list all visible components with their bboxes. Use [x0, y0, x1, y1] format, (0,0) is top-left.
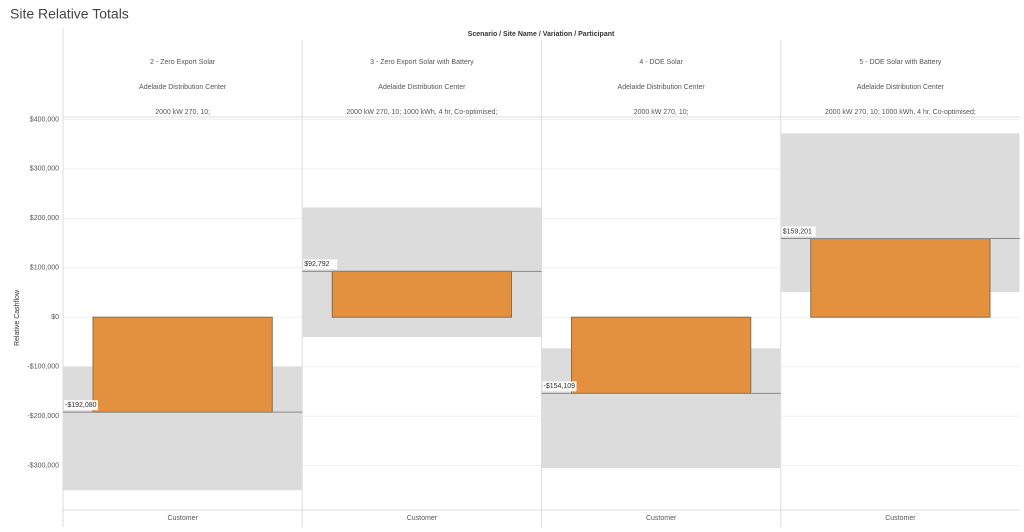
- chart-title: Site Relative Totals: [10, 6, 129, 22]
- variation-label: 2000 kW 270, 10; 1000 kWh, 4 hr, Co-opti…: [825, 109, 976, 116]
- variation-label: 2000 kW 270, 10;: [155, 109, 210, 116]
- value-label-box: [303, 259, 338, 270]
- scenario-label: 2 - Zero Export Solar: [150, 59, 216, 66]
- x-label: Customer: [167, 515, 198, 522]
- y-tick-label: -$200,000: [27, 413, 59, 420]
- scenario-label: 4 - DOE Solar: [639, 59, 683, 66]
- variation-label: 2000 kW 270, 10; 1000 kWh, 4 hr, Co-opti…: [346, 109, 497, 116]
- bar: [810, 238, 991, 318]
- bar: [92, 316, 273, 413]
- value-label-box: [542, 381, 577, 392]
- y-tick-label: $100,000: [30, 265, 59, 272]
- value-label: -$154,109: [544, 383, 576, 390]
- x-label: Customer: [407, 515, 438, 522]
- variation-label: 2000 kW 270, 10;: [634, 109, 689, 116]
- scenario-label: 3 - Zero Export Solar with Battery: [370, 59, 474, 66]
- value-label: -$192,080: [65, 402, 97, 409]
- site-label: Adelaide Distribution Center: [618, 84, 706, 91]
- scenario-label: 5 - DOE Solar with Battery: [859, 59, 942, 66]
- value-label-box: [781, 226, 816, 237]
- bar: [331, 270, 512, 318]
- value-label: $92,792: [304, 261, 329, 268]
- y-tick-label: $0: [51, 314, 59, 321]
- y-tick-label: -$100,000: [27, 363, 59, 370]
- header-title: Scenario / Site Name / Variation / Parti…: [468, 31, 615, 38]
- y-tick-label: $200,000: [30, 215, 59, 222]
- bar: [571, 316, 752, 394]
- value-label: $159,201: [783, 228, 812, 235]
- site-label: Adelaide Distribution Center: [139, 84, 227, 91]
- value-label-box: [64, 400, 98, 411]
- y-axis-title: Relative Cashflow: [14, 289, 21, 346]
- site-label: Adelaide Distribution Center: [857, 84, 945, 91]
- x-label: Customer: [646, 515, 677, 522]
- y-tick-label: -$300,000: [27, 462, 59, 469]
- x-label: Customer: [885, 515, 916, 522]
- y-tick-label: $300,000: [30, 166, 59, 173]
- site-label: Adelaide Distribution Center: [378, 84, 466, 91]
- y-tick-label: $400,000: [30, 116, 59, 123]
